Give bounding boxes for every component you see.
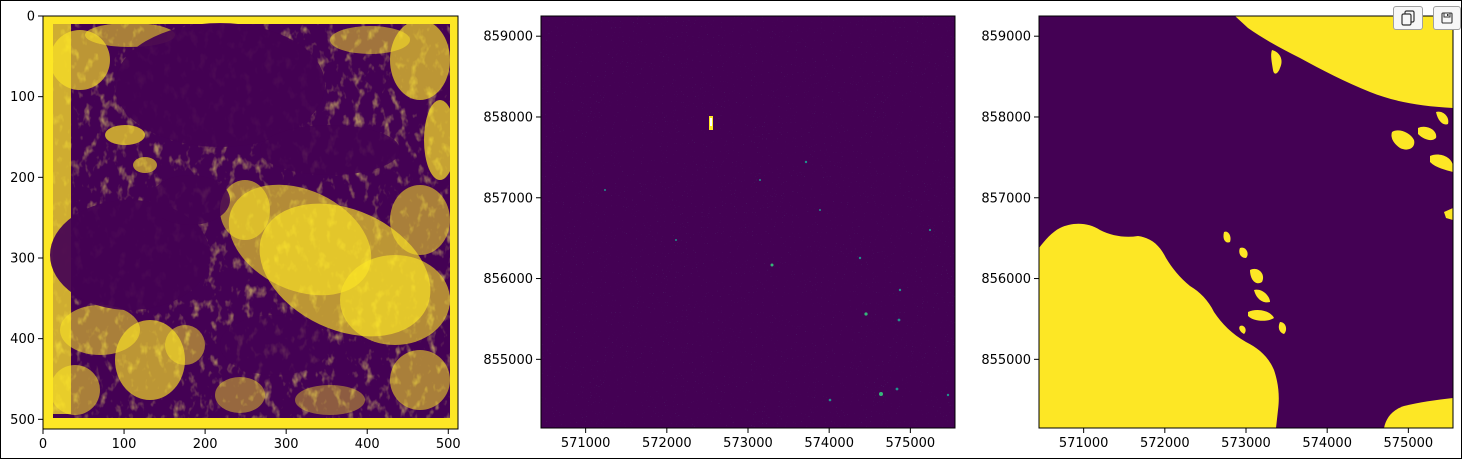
panel3-y-tick-label: 855000 <box>981 353 1031 368</box>
panel2-y-tick-label: 855000 <box>483 353 533 368</box>
panel2-speckle-texture <box>541 16 955 428</box>
panel1-y-tick-label: 500 <box>10 413 35 428</box>
panel1-axes-frame <box>42 15 459 430</box>
panel2-x-tick-label: 571000 <box>561 436 611 451</box>
panel1-y-tick-label: 100 <box>10 90 35 105</box>
panel2-x-axis: 571000 572000 573000 574000 575000 <box>561 428 935 451</box>
panel-raw-intensity: 571000 572000 573000 574000 575000 855000 856… <box>483 15 956 451</box>
panel2-bright-speckles <box>604 116 950 402</box>
panel2-x-tick-label: 574000 <box>804 436 854 451</box>
panel1-x-tick-label: 200 <box>193 437 218 452</box>
panel2-x-tick-label: 573000 <box>723 436 773 451</box>
panel1-background-regions <box>50 23 400 375</box>
panel3-y-tick-label: 858000 <box>981 110 1031 125</box>
panel1-y-tick-label: 300 <box>10 251 35 266</box>
panel-mask-index: 0 100 200 300 400 500 0 100 200 300 400 500 <box>10 10 461 453</box>
copy-icon <box>1401 10 1415 26</box>
panel1-x-tick-label: 400 <box>355 437 380 452</box>
panel3-x-tick-label: 572000 <box>1140 436 1190 451</box>
panel2-x-tick-label: 572000 <box>642 436 692 451</box>
panel-water-mask: 571000 572000 573000 574000 575000 855000 856… <box>981 15 1454 451</box>
panel3-y-tick-label: 857000 <box>981 191 1031 206</box>
panel1-y-tick-label: 200 <box>10 171 35 186</box>
panel1-x-tick-label: 500 <box>436 437 461 452</box>
panel2-y-tick-label: 858000 <box>483 110 533 125</box>
panel1-x-tick-label: 100 <box>112 437 137 452</box>
panel2-y-tick-label: 856000 <box>483 272 533 287</box>
panel1-x-tick-label: 0 <box>39 437 47 452</box>
panel1-x-axis: 0 100 200 300 400 500 <box>39 429 461 452</box>
panel1-y-axis: 0 100 200 300 400 500 <box>10 10 43 428</box>
panel2-y-tick-label: 859000 <box>483 30 533 45</box>
panel3-mask-regions <box>1039 16 1453 428</box>
panel1-mask-regions <box>43 16 458 429</box>
panel3-x-axis: 571000 572000 573000 574000 575000 <box>1059 428 1433 451</box>
panel3-x-tick-label: 574000 <box>1302 436 1352 451</box>
save-icon <box>1441 12 1453 24</box>
panel3-y-tick-label: 856000 <box>981 272 1031 287</box>
panel1-y-tick-label: 0 <box>27 10 35 25</box>
panel3-x-tick-label: 575000 <box>1384 436 1434 451</box>
save-button[interactable] <box>1433 6 1461 30</box>
copy-button[interactable] <box>1393 6 1423 30</box>
panel2-y-axis: 855000 856000 857000 858000 859000 <box>483 30 541 368</box>
panel2-x-tick-label: 575000 <box>886 436 936 451</box>
panel3-x-tick-label: 571000 <box>1059 436 1109 451</box>
panel3-y-tick-label: 859000 <box>981 30 1031 45</box>
panel3-x-tick-label: 573000 <box>1221 436 1271 451</box>
panel2-y-tick-label: 857000 <box>483 191 533 206</box>
panel3-y-axis: 855000 856000 857000 858000 859000 <box>981 30 1039 368</box>
panel1-y-tick-label: 400 <box>10 332 35 347</box>
panel1-x-tick-label: 300 <box>274 437 299 452</box>
